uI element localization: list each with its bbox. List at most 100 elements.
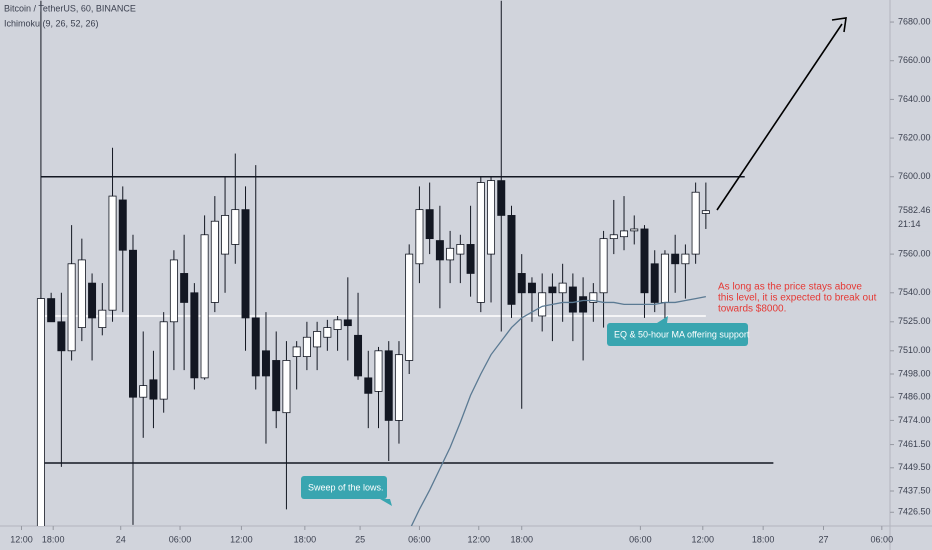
y-tick-label: 7525.00: [898, 316, 931, 326]
annotation-pointer: [380, 499, 392, 506]
candle-body: [333, 319, 342, 330]
candle-body: [323, 327, 332, 338]
candle-body: [527, 282, 536, 294]
candle-body: [343, 319, 352, 327]
candle-body: [681, 253, 690, 265]
candle-body: [487, 180, 496, 255]
candle-body: [231, 209, 240, 245]
candle-body: [660, 253, 669, 303]
candle-body: [640, 228, 649, 294]
candle-body: [599, 238, 608, 294]
y-tick-label: 7660.00: [898, 55, 931, 65]
x-tick-label: 25: [355, 534, 365, 544]
candle-body: [517, 273, 526, 294]
last-price-box: [891, 203, 932, 232]
candle-body: [701, 210, 710, 214]
y-tick-label: 7449.50: [898, 462, 931, 472]
x-tick-label: 12:00: [692, 534, 715, 544]
candle-body: [354, 334, 363, 377]
y-tick-label: 7474.00: [898, 415, 931, 425]
candle-body: [261, 350, 270, 377]
last-price-label: 7582.46: [898, 205, 931, 215]
x-tick-label: 06:00: [408, 534, 431, 544]
candle-body: [302, 336, 311, 357]
candle-body: [405, 253, 414, 361]
candle-body: [476, 182, 485, 303]
y-tick-label: 7486.00: [898, 392, 931, 402]
countdown-label: 21:14: [898, 219, 921, 229]
candle-body: [374, 350, 383, 392]
candle-body: [129, 249, 137, 398]
candle-body: [620, 230, 629, 238]
y-tick-label: 7640.00: [898, 94, 931, 104]
x-tick-label: 18:00: [294, 534, 317, 544]
x-tick-label: 18:00: [752, 534, 775, 544]
candle-body: [180, 273, 189, 303]
note-text: As long as the price stays above: [718, 282, 862, 293]
candle-body: [589, 292, 598, 303]
note-text: towards $8000.: [718, 304, 786, 315]
y-tick-label: 7680.00: [898, 16, 931, 26]
candle-body: [88, 282, 97, 319]
candle-body: [67, 263, 76, 352]
y-tick-label: 7560.00: [898, 248, 931, 258]
arrow: [716, 23, 843, 211]
candle-body: [139, 385, 148, 398]
x-tick-label: 24: [116, 534, 126, 544]
note-text: this level, it is expected to break out: [718, 293, 877, 304]
candle-body: [159, 321, 168, 400]
x-tick-label: 18:00: [510, 534, 533, 544]
x-tick-label: 06:00: [629, 534, 652, 544]
candle-body: [98, 309, 107, 328]
chart-title: Bitcoin / TetherUS, 60, BINANCE: [4, 3, 136, 13]
candle-body: [671, 253, 680, 265]
y-tick-label: 7600.00: [898, 171, 931, 181]
x-tick-label: 12:00: [467, 534, 490, 544]
annotation-pointer: [657, 316, 668, 323]
candle-body: [548, 286, 557, 294]
y-tick-label: 7620.00: [898, 132, 931, 142]
candle-body: [210, 220, 219, 303]
moving-average: [410, 296, 706, 526]
y-tick-label: 7426.50: [898, 507, 931, 517]
candle-body: [538, 292, 547, 317]
candle-body: [558, 282, 567, 294]
candle-body: [425, 209, 434, 240]
candle-body: [364, 377, 373, 394]
candle-body: [221, 215, 230, 255]
candle-body: [77, 259, 86, 328]
candle-body: [272, 360, 281, 412]
candle-body: [292, 346, 301, 357]
annotation-box: [301, 476, 387, 499]
candle-body: [282, 360, 291, 414]
candle-body: [415, 209, 424, 265]
candle-body: [47, 298, 56, 323]
candle-body: [435, 240, 444, 261]
x-tick-label: 06:00: [169, 534, 192, 544]
y-tick-label: 7437.50: [898, 485, 931, 495]
indicator-label: Ichimoku (9, 26, 52, 26): [4, 18, 99, 28]
candle-body: [169, 259, 178, 323]
x-tick-label: 18:00: [42, 534, 65, 544]
x-tick-label: 12:00: [230, 534, 253, 544]
candle-body: [57, 321, 66, 352]
annotation-text: EQ & 50-hour MA offering support: [614, 329, 750, 339]
candle-body: [609, 234, 618, 240]
candle-body: [630, 228, 639, 232]
candle-body: [446, 247, 455, 261]
y-tick-label: 7510.00: [898, 345, 931, 355]
candle-body: [149, 379, 158, 400]
plot-area: [36, 0, 774, 526]
candle-body: [650, 263, 659, 303]
annotation-text: Sweep of the lows.: [308, 482, 384, 492]
y-tick-label: 7461.50: [898, 439, 931, 449]
candle-body: [251, 317, 260, 377]
candle-body: [313, 331, 322, 348]
candle-body: [200, 234, 209, 379]
candle-body: [36, 298, 45, 526]
candle-body: [241, 209, 250, 319]
candle-body: [118, 199, 127, 251]
candle-body: [579, 296, 588, 313]
